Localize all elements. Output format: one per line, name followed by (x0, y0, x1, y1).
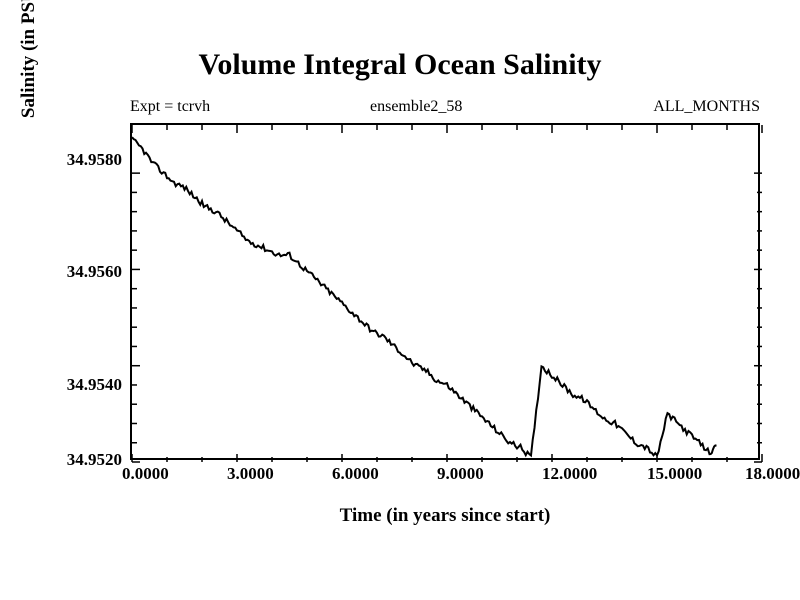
y-tick-label-3: 34.9520 (40, 450, 122, 470)
x-tick-label-2: 6.0000 (332, 464, 362, 484)
header-label-months: ALL_MONTHS (653, 98, 760, 116)
y-tick-label-1: 34.9560 (40, 262, 122, 282)
chart-title: Volume Integral Ocean Salinity (0, 48, 800, 82)
x-tick-label-5: 15.0000 (647, 464, 677, 484)
header-label-ensemble: ensemble2_58 (370, 98, 462, 116)
x-tick-label-1: 3.0000 (227, 464, 257, 484)
x-tick-label-4: 12.0000 (542, 464, 572, 484)
x-tick-label-3: 9.0000 (437, 464, 467, 484)
header-row: Expt = tcrvh ensemble2_58 ALL_MONTHS (130, 98, 760, 118)
plot-area (130, 123, 760, 460)
y-axis-title: Salinity (in PSU) (18, 0, 40, 200)
header-label-expt: Expt = tcrvh (130, 98, 210, 116)
x-tick-label-0: 0.0000 (122, 464, 152, 484)
chart-container: Volume Integral Ocean Salinity Expt = tc… (0, 0, 800, 600)
salinity-line-chart (132, 125, 762, 462)
y-tick-label-0: 34.9580 (40, 150, 122, 170)
x-tick-label-6: 18.0000 (745, 464, 775, 484)
x-axis-title: Time (in years since start) (130, 505, 760, 527)
y-tick-label-2: 34.9540 (40, 375, 122, 395)
salinity-data-line (132, 137, 717, 455)
